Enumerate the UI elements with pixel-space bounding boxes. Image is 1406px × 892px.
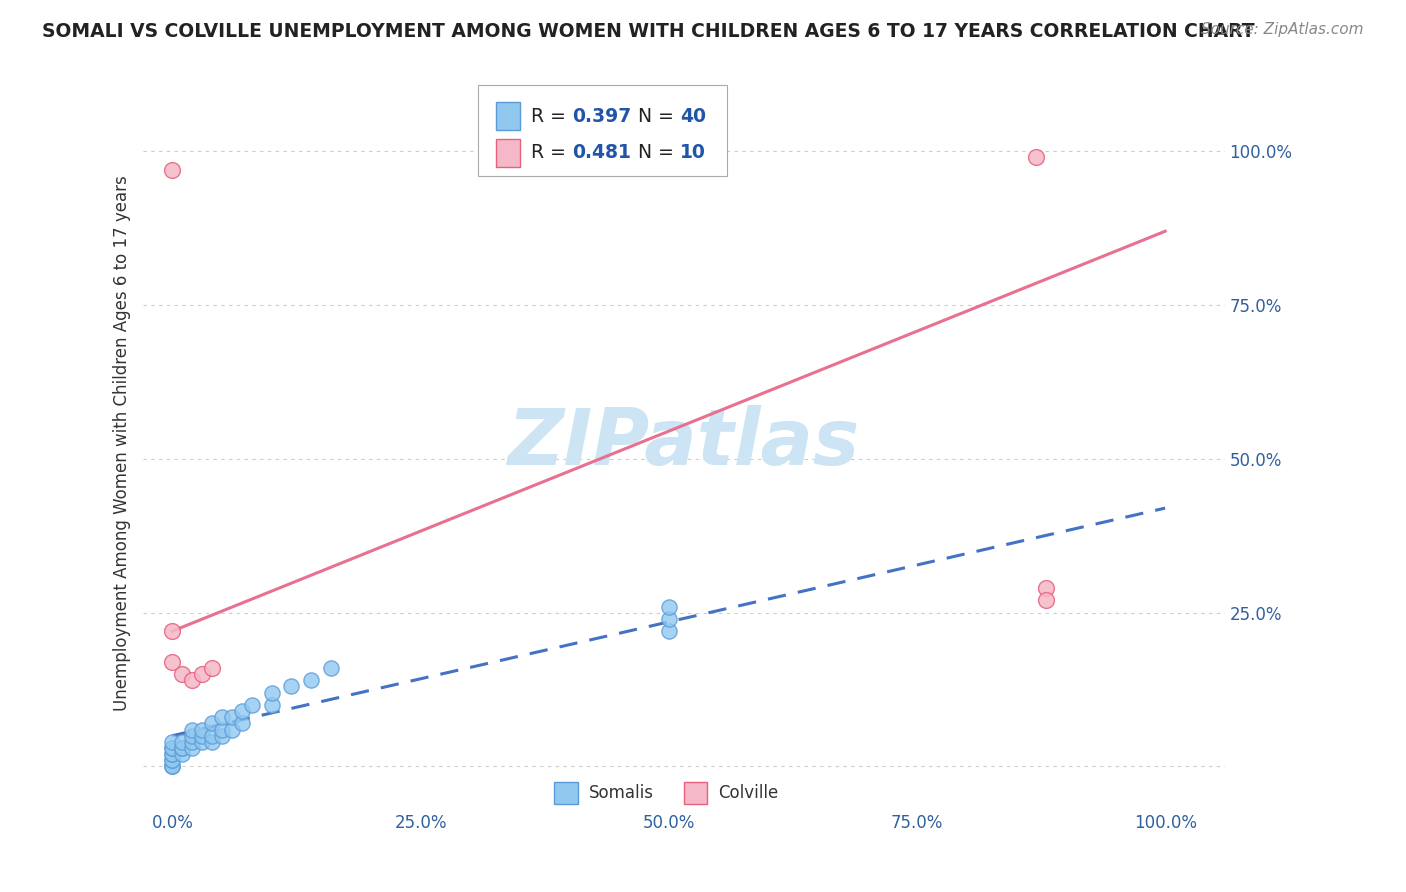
Point <box>162 741 184 756</box>
Y-axis label: Unemployment Among Women with Children Ages 6 to 17 years: Unemployment Among Women with Children A… <box>114 176 131 711</box>
Point <box>181 723 204 737</box>
Point <box>321 661 343 675</box>
Point <box>181 673 204 688</box>
Bar <box>496 103 520 130</box>
FancyBboxPatch shape <box>478 85 727 177</box>
Bar <box>554 782 578 805</box>
Point <box>172 741 194 756</box>
Point <box>658 599 681 614</box>
Point <box>299 673 322 688</box>
Text: N =: N = <box>626 144 681 162</box>
Point <box>172 747 194 761</box>
Text: Source: ZipAtlas.com: Source: ZipAtlas.com <box>1201 22 1364 37</box>
Point <box>162 747 184 761</box>
Point <box>162 759 184 773</box>
Text: R =: R = <box>531 107 572 126</box>
Point <box>162 753 184 767</box>
Point <box>191 735 214 749</box>
Point <box>191 729 214 743</box>
Point <box>221 710 243 724</box>
Text: R =: R = <box>531 144 572 162</box>
Bar <box>683 782 707 805</box>
Point <box>201 735 224 749</box>
Point <box>162 735 184 749</box>
Point <box>211 723 233 737</box>
Text: N =: N = <box>626 107 681 126</box>
Point <box>260 698 283 712</box>
Point <box>181 741 204 756</box>
Point <box>172 741 194 756</box>
Text: 10: 10 <box>681 144 706 162</box>
Point <box>201 661 224 675</box>
Point <box>181 735 204 749</box>
Point <box>211 710 233 724</box>
Text: 0.397: 0.397 <box>572 107 631 126</box>
Point <box>201 729 224 743</box>
Point <box>260 686 283 700</box>
Point <box>181 729 204 743</box>
Point <box>221 723 243 737</box>
Point <box>162 759 184 773</box>
Point <box>162 655 184 669</box>
Point <box>658 624 681 639</box>
Point <box>240 698 263 712</box>
Text: SOMALI VS COLVILLE UNEMPLOYMENT AMONG WOMEN WITH CHILDREN AGES 6 TO 17 YEARS COR: SOMALI VS COLVILLE UNEMPLOYMENT AMONG WO… <box>42 22 1254 41</box>
Point <box>172 735 194 749</box>
Point <box>162 162 184 177</box>
Point <box>191 723 214 737</box>
Point <box>211 729 233 743</box>
Point <box>1025 150 1047 164</box>
Text: 40: 40 <box>681 107 706 126</box>
Point <box>201 716 224 731</box>
Bar <box>496 139 520 167</box>
Point <box>231 704 253 718</box>
Point <box>162 741 184 756</box>
Point <box>231 716 253 731</box>
Text: Colville: Colville <box>718 784 779 803</box>
Text: Somalis: Somalis <box>588 784 654 803</box>
Point <box>1035 581 1057 595</box>
Point <box>280 680 302 694</box>
Point <box>658 612 681 626</box>
Text: 0.481: 0.481 <box>572 144 631 162</box>
Text: ZIPatlas: ZIPatlas <box>508 406 859 482</box>
Point <box>191 667 214 681</box>
Point <box>162 747 184 761</box>
Point <box>162 759 184 773</box>
Point <box>162 624 184 639</box>
Point <box>172 667 194 681</box>
Point <box>162 753 184 767</box>
Point <box>1035 593 1057 607</box>
